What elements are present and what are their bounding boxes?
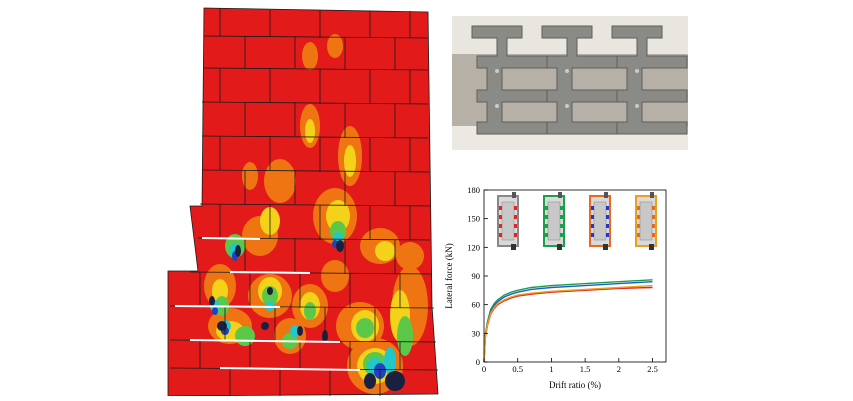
y-tick-label: 180 xyxy=(467,185,480,195)
inset-wall-icon-1 xyxy=(497,192,519,250)
y-tick-label: 30 xyxy=(472,328,481,338)
fem-contour-svg xyxy=(167,7,439,397)
chart-svg: 0 0.5 1 1.5 2 2.5 0 30 60 90 120 150 180 Drift rati… xyxy=(444,185,667,390)
y-tick-label: 60 xyxy=(472,300,481,310)
specimen-photo xyxy=(452,16,688,150)
inset-wall-icon-3 xyxy=(589,192,611,250)
block-joints xyxy=(167,7,439,397)
series-line-2 xyxy=(483,281,653,363)
series-line-1 xyxy=(483,279,653,363)
x-axis-label: Drift ratio (%) xyxy=(549,380,601,390)
y-tick-label: 90 xyxy=(472,271,481,281)
y-tick-label: 150 xyxy=(467,214,480,224)
inset-wall-icon-2 xyxy=(543,192,565,250)
stress-contour xyxy=(168,8,438,396)
y-tick-label: 120 xyxy=(467,242,480,252)
x-ticks: 0 0.5 1 1.5 2 2.5 xyxy=(482,358,658,374)
y-axis-label: Lateral force (kN) xyxy=(444,243,454,308)
x-tick-label: 0.5 xyxy=(512,364,523,374)
x-tick-label: 2 xyxy=(617,364,621,374)
y-tick-label: 0 xyxy=(476,357,480,367)
inset-icons xyxy=(497,192,657,250)
series-line-3 xyxy=(483,286,653,363)
y-ticks: 0 30 60 90 120 150 180 xyxy=(467,185,488,367)
force-drift-chart: 0 0.5 1 1.5 2 2.5 0 30 60 90 120 150 180 Drift rati… xyxy=(440,180,672,392)
series-layer xyxy=(483,279,653,363)
fem-contour-panel xyxy=(160,6,442,397)
opened-joints xyxy=(174,237,361,371)
series-line-4 xyxy=(483,284,653,363)
inset-wall-icon-4 xyxy=(635,192,657,250)
specimen-photo-svg xyxy=(452,16,688,150)
x-tick-label: 1 xyxy=(549,364,553,374)
x-tick-label: 1.5 xyxy=(580,364,591,374)
x-tick-label: 2.5 xyxy=(647,364,658,374)
x-tick-label: 0 xyxy=(482,364,486,374)
